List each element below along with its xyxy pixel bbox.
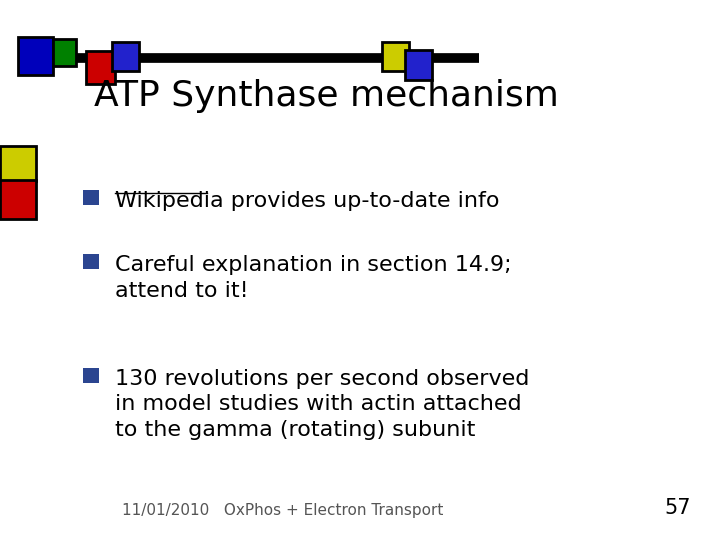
Bar [83,368,99,383]
Bar [53,39,76,66]
Bar [0,180,36,219]
Bar [86,51,115,84]
Bar [0,146,36,181]
Text: 57: 57 [665,498,691,518]
Text: ATP Synthase mechanism: ATP Synthase mechanism [94,79,559,113]
Text: 11/01/2010   OxPhos + Electron Transport: 11/01/2010 OxPhos + Electron Transport [122,503,444,518]
Bar [112,42,139,71]
Bar [18,37,53,75]
Bar [382,42,409,71]
Bar [83,190,99,205]
Text: 130 revolutions per second observed
in model studies with actin attached
to the : 130 revolutions per second observed in m… [115,369,530,440]
Bar [83,254,99,269]
Text: Careful explanation in section 14.9;
attend to it!: Careful explanation in section 14.9; att… [115,255,512,301]
Text: Wikipedia provides up-to-date info: Wikipedia provides up-to-date info [115,191,500,211]
Bar [405,50,432,80]
